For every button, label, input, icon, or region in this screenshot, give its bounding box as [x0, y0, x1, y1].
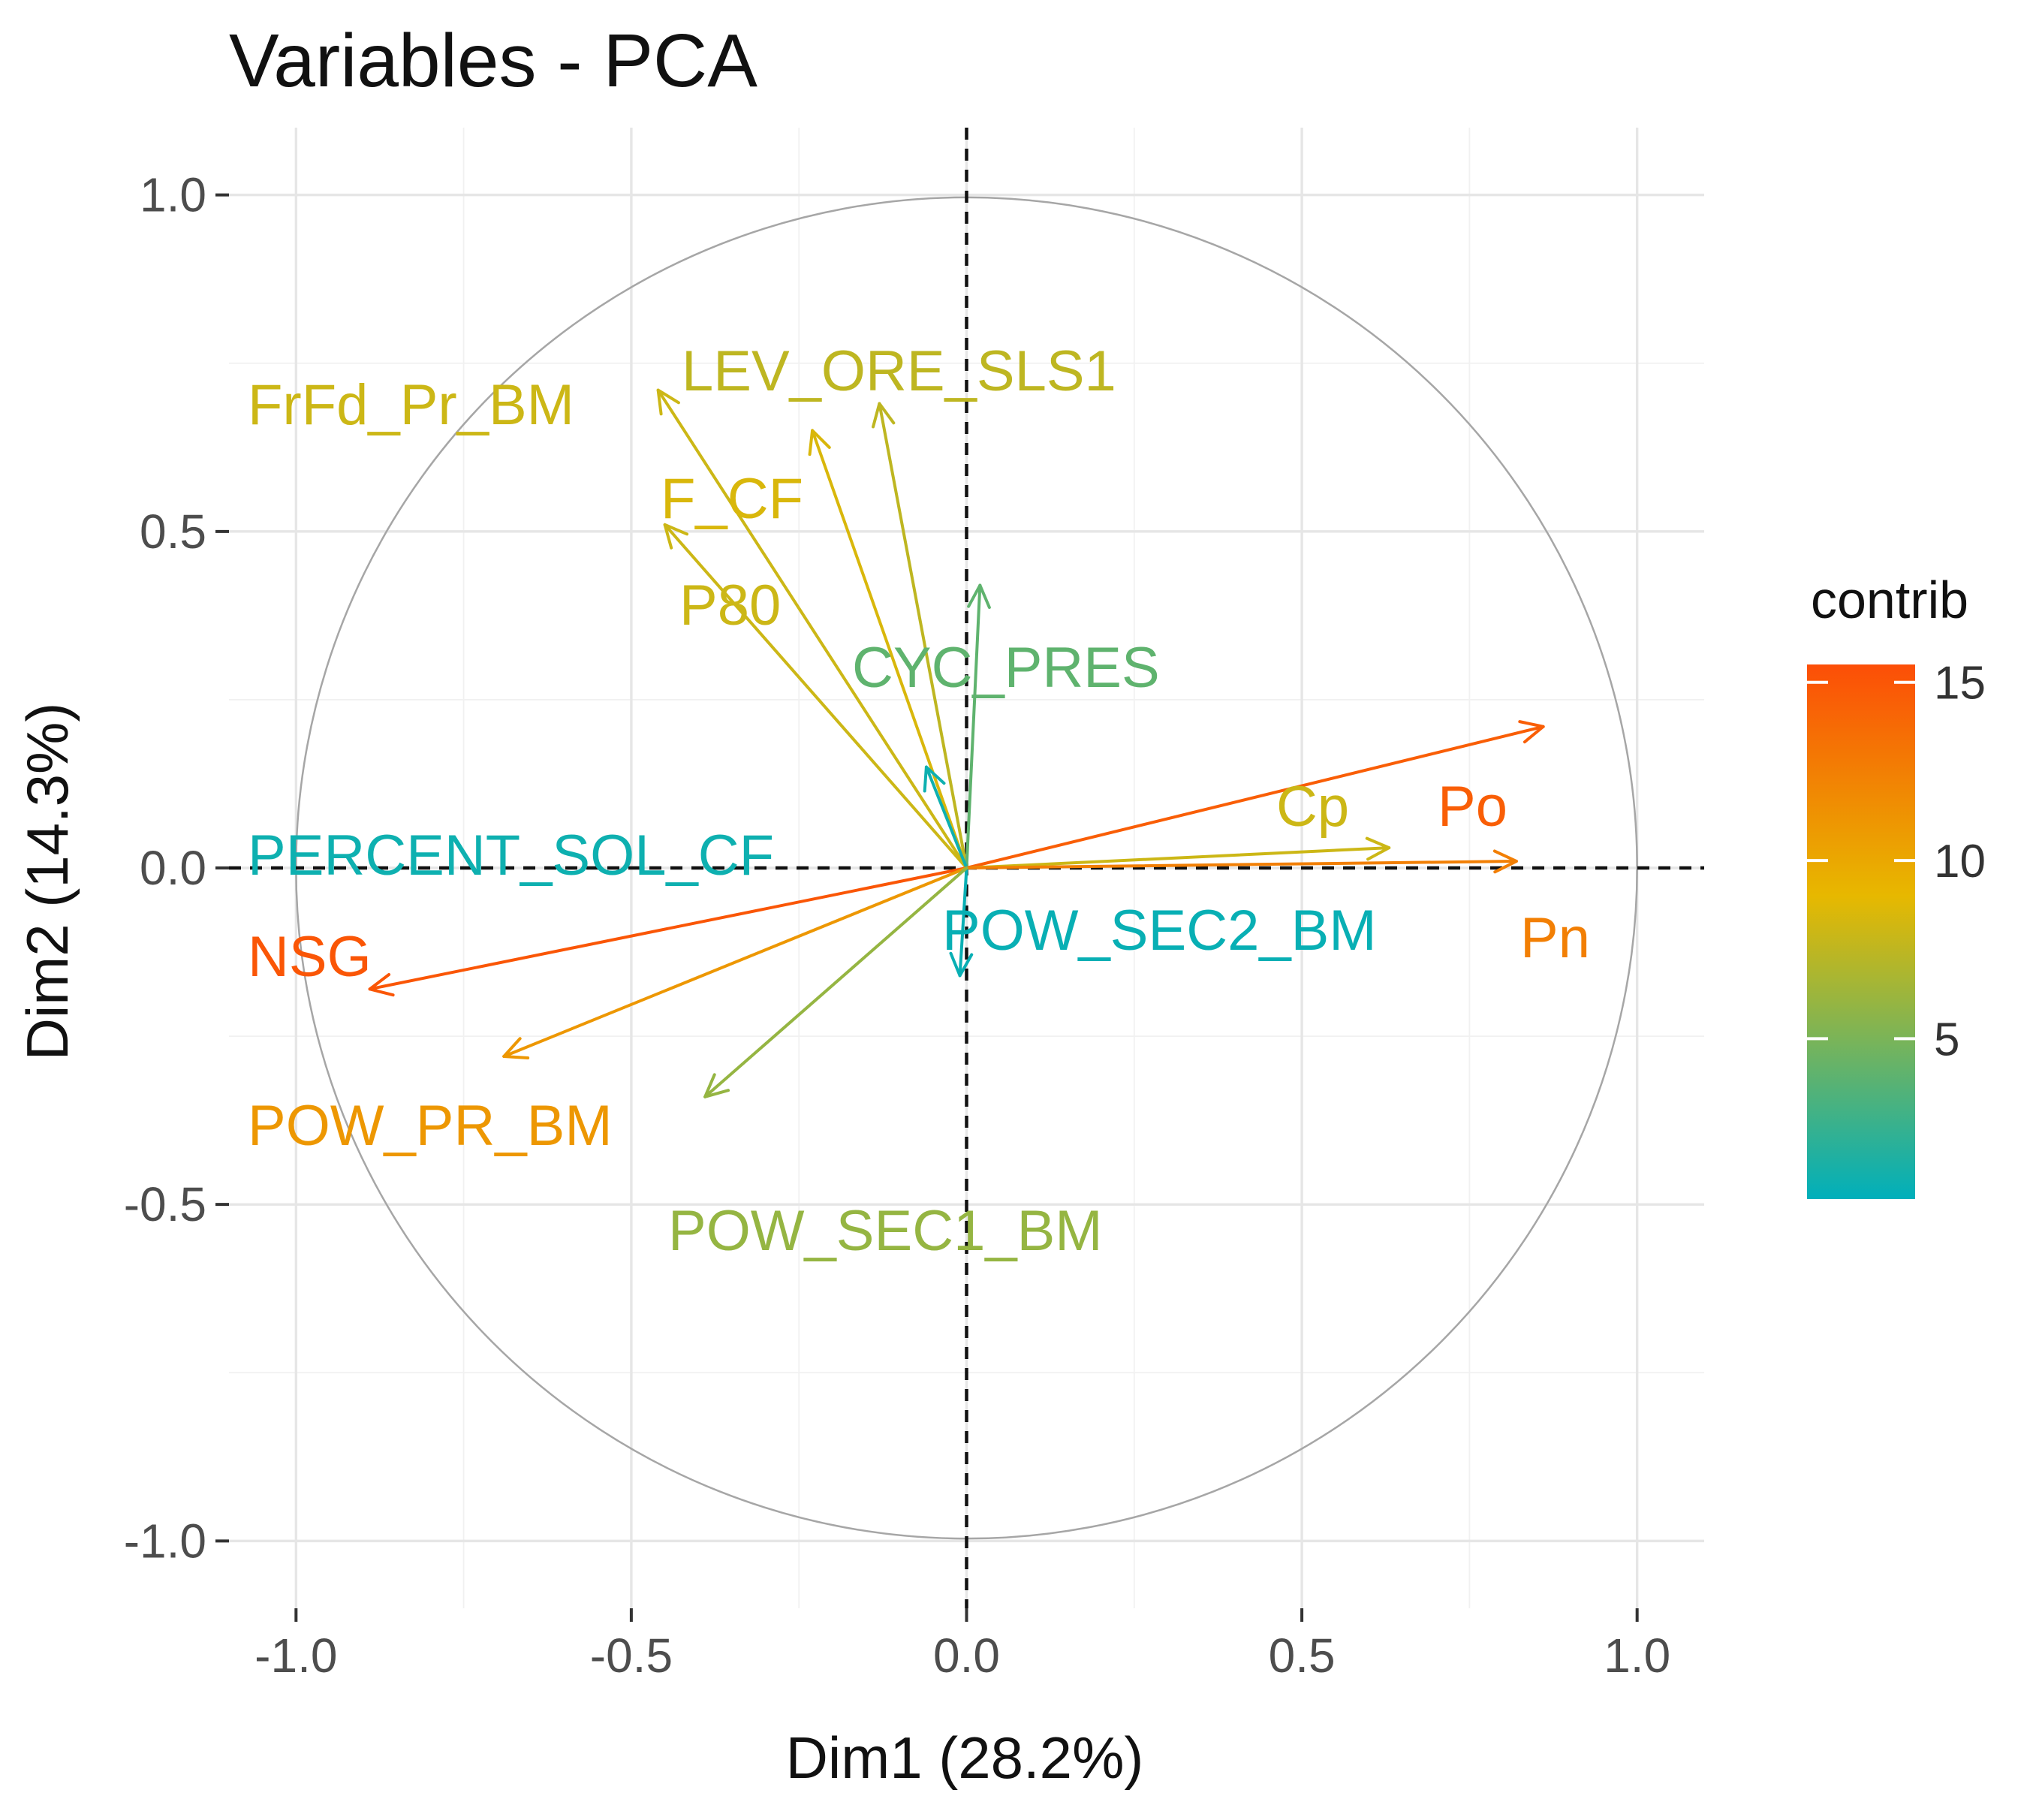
variable-label-nsg: NSG [248, 925, 372, 989]
vector-shaft-pow-sec1-bm [703, 866, 968, 1098]
vector-f-cf [808, 429, 968, 869]
vector-pn [965, 849, 1518, 874]
x-tick-label: 1.0 [1604, 1629, 1670, 1683]
x-axis: -1.0 -0.5 0.0 0.5 1.0 [254, 1608, 1670, 1683]
vector-shaft-cyc-pres [965, 583, 982, 869]
vector-frfd-pr-bm [656, 388, 968, 869]
vector-arrowhead-pow-sec2-bm [949, 951, 974, 978]
vector-percent-sol-cf [923, 765, 968, 869]
variable-label-p80: P80 [679, 574, 781, 637]
vector-shaft-frfd-pr-bm [656, 388, 968, 869]
y-tick-label: 1.0 [140, 168, 206, 222]
vector-arrowhead-p80 [663, 523, 689, 550]
vector-arrowhead-cyc-pres [967, 583, 991, 609]
variable-label-frfd-pr-bm: FrFd_Pr_BM [248, 373, 574, 437]
y-axis-title: Dim2 (14.3%) [14, 703, 80, 1061]
y-tick-label: -1.0 [124, 1514, 206, 1568]
vector-shaft-po [965, 725, 1545, 869]
variable-label-po: Po [1438, 775, 1507, 839]
x-axis-title: Dim1 (28.2%) [786, 1725, 1144, 1791]
vector-arrowhead-pow-pr-bm [502, 1037, 530, 1059]
y-tick-label: 0.0 [140, 841, 206, 895]
variable-label-f-cf: F_CF [661, 467, 803, 531]
vector-shaft-cp [965, 846, 1391, 869]
vector-arrowhead-pow-sec1-bm [703, 1073, 730, 1098]
legend-tick-label: 15 [1934, 658, 1986, 710]
variable-label-lev-ore-sls1: LEV_ORE_SLS1 [682, 339, 1116, 403]
variable-label-pow-sec1-bm: POW_SEC1_BM [668, 1199, 1103, 1263]
variable-label-pn: Pn [1520, 906, 1590, 970]
vector-shaft-percent-sol-cf [924, 765, 968, 869]
vector-arrowhead-po [1518, 720, 1545, 744]
vector-arrowhead-nsg [368, 973, 395, 997]
chart-title: Variables - PCA [229, 19, 757, 103]
x-tick-label: -0.5 [590, 1629, 673, 1683]
vector-arrowhead-f-cf [808, 429, 831, 457]
variable-label-cyc-pres: CYC_PRES [852, 636, 1160, 700]
variable-label-pow-pr-bm: POW_PR_BM [248, 1094, 613, 1158]
variable-vectors [368, 388, 1545, 1098]
variable-labels: FrFd_Pr_BM LEV_ORE_SLS1 F_CF P80 CYC_PRES PER… [248, 339, 1590, 1263]
x-axis-ticks: -1.0 -0.5 0.0 0.5 1.0 [254, 1608, 1670, 1683]
y-axis: -1.0 -0.5 0.0 0.5 1.0 [124, 168, 229, 1568]
y-axis-ticks: -1.0 -0.5 0.0 0.5 1.0 [124, 168, 229, 1568]
vector-arrowhead-lev-ore-sls1 [872, 402, 896, 429]
vector-nsg [368, 866, 968, 997]
y-tick-label: 0.5 [140, 505, 206, 559]
vector-pow-sec1-bm [703, 866, 968, 1098]
plot-panel: FrFd_Pr_BM LEV_ORE_SLS1 F_CF P80 CYC_PRES PER… [229, 128, 1704, 1608]
vector-lev-ore-sls1 [872, 402, 968, 869]
legend: contrib 5 10 15 [1807, 571, 1986, 1199]
vector-pow-pr-bm [502, 866, 968, 1059]
variable-label-cp: Cp [1276, 775, 1349, 839]
vector-shaft-pow-pr-bm [502, 866, 968, 1058]
vector-po [965, 720, 1545, 869]
vector-shaft-pn [965, 860, 1518, 869]
vector-arrowhead-frfd-pr-bm [656, 388, 680, 416]
vector-pow-sec2-bm [949, 866, 974, 978]
variable-label-percent-sol-cf: PERCENT_SOL_CF [248, 824, 774, 887]
vector-cp [965, 836, 1391, 869]
legend-ticks: 5 10 15 [1807, 658, 1986, 1065]
y-tick-label: -0.5 [124, 1177, 206, 1231]
variable-label-pow-sec2-bm: POW_SEC2_BM [942, 899, 1377, 963]
vector-shaft-nsg [368, 866, 968, 991]
legend-title: contrib [1811, 571, 1968, 629]
vector-cyc-pres [965, 583, 991, 869]
legend-tick-label: 5 [1934, 1014, 1959, 1065]
vector-arrowhead-cp [1365, 836, 1391, 861]
vector-shaft-f-cf [811, 429, 968, 869]
vector-shaft-p80 [663, 523, 968, 869]
x-tick-label: -1.0 [254, 1629, 337, 1683]
x-tick-label: 0.5 [1269, 1629, 1336, 1683]
vector-shaft-lev-ore-sls1 [878, 402, 968, 869]
vector-arrowhead-percent-sol-cf [923, 765, 946, 793]
vector-shaft-pow-sec2-bm [958, 866, 968, 978]
legend-tick-label: 10 [1934, 836, 1986, 887]
legend-colorbar [1807, 664, 1915, 1199]
x-tick-label: 0.0 [933, 1629, 1000, 1683]
vector-arrowhead-pn [1492, 849, 1518, 874]
vector-p80 [663, 523, 968, 869]
